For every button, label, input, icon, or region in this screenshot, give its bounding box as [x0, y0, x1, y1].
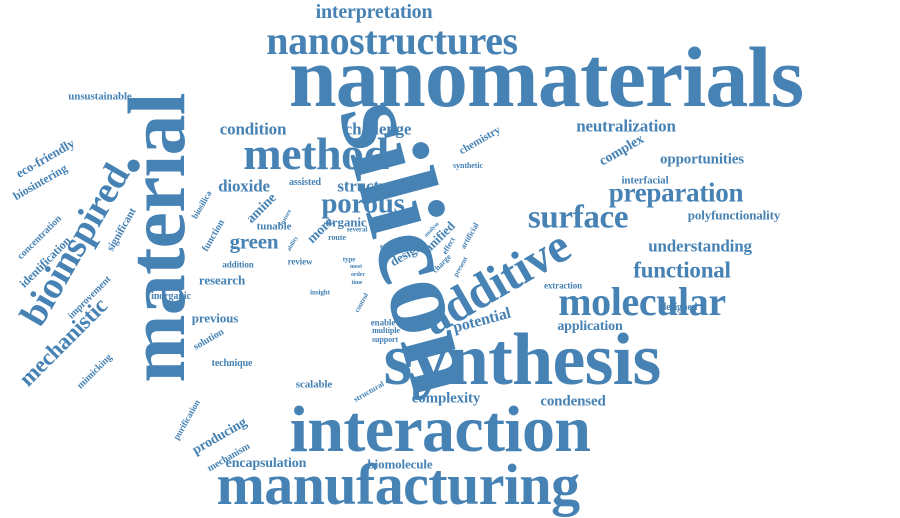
word-application: application: [557, 319, 623, 334]
word-dioxide: dioxide: [218, 176, 270, 196]
word-function: function: [200, 217, 228, 254]
word-manufacturing: manufacturing: [216, 452, 580, 517]
word-method: method: [243, 128, 389, 179]
word-ability: ability: [286, 235, 300, 253]
word-route: route: [328, 233, 346, 242]
word-several: several: [346, 225, 368, 234]
word-unsustainable: unsustainable: [68, 90, 132, 103]
word-inorganic: inorganic: [151, 291, 191, 302]
word-condensed: condensed: [540, 393, 606, 410]
word-interpretation: interpretation: [315, 1, 433, 23]
word-organic: organic: [325, 214, 367, 230]
word-type: type: [342, 255, 356, 264]
word-most: most: [349, 264, 363, 270]
word-scalable: scalable: [295, 378, 333, 391]
word-encapsulation: encapsulation: [225, 456, 307, 471]
word-green: green: [229, 229, 279, 254]
word-review: review: [287, 256, 313, 267]
word-support: support: [371, 335, 399, 344]
word-chemistry: chemistry: [457, 124, 503, 158]
word-nanostructures: nanostructures: [266, 18, 518, 63]
word-understanding: understanding: [648, 236, 752, 256]
word-nanomaterials: nanomaterials: [288, 29, 804, 125]
word-opportunities: opportunities: [660, 151, 744, 168]
word-assisted: assisted: [289, 177, 321, 188]
word-functional: functional: [633, 257, 731, 283]
word-research: research: [198, 272, 246, 288]
word-order: order: [350, 272, 366, 278]
word-synthesis: synthesis: [383, 319, 661, 401]
word-material: material: [111, 93, 202, 383]
word-challenge: challenge: [344, 119, 412, 139]
word-previous: previous: [191, 310, 239, 326]
word-neutralization: neutralization: [576, 116, 676, 136]
word-technique: technique: [211, 358, 253, 369]
word-silicate: silicate: [403, 318, 425, 327]
word-synthetic: synthetic: [453, 161, 483, 170]
word-condition: condition: [219, 119, 287, 139]
word-extraction: extraction: [543, 280, 583, 291]
word-interaction: interaction: [289, 393, 591, 466]
word-tunable: tunable: [256, 220, 292, 233]
word-multiple: multiple: [372, 326, 400, 335]
word-polyfunctionality: polyfunctionality: [687, 207, 781, 223]
word-time: time: [351, 280, 363, 286]
word-preparation: preparation: [608, 177, 744, 208]
word-enable: enable: [370, 317, 396, 328]
word-addition: addition: [222, 259, 254, 270]
word-study: study: [379, 241, 401, 252]
word-complex: complex: [596, 131, 647, 170]
word-porous: porous: [321, 187, 405, 220]
word-interfacial: interfacial: [621, 174, 669, 187]
word-designed: designed: [660, 302, 698, 313]
word-insight: insight: [310, 288, 330, 297]
word-complexity: complexity: [411, 390, 481, 407]
word-purification: purification: [171, 398, 203, 442]
word-structure: structure: [337, 176, 403, 196]
word-surface: surface: [527, 199, 629, 236]
word-biomolecule: biomolecule: [367, 456, 433, 472]
word-mimicking: mimicking: [74, 351, 115, 392]
word-molecular: molecular: [558, 279, 726, 324]
